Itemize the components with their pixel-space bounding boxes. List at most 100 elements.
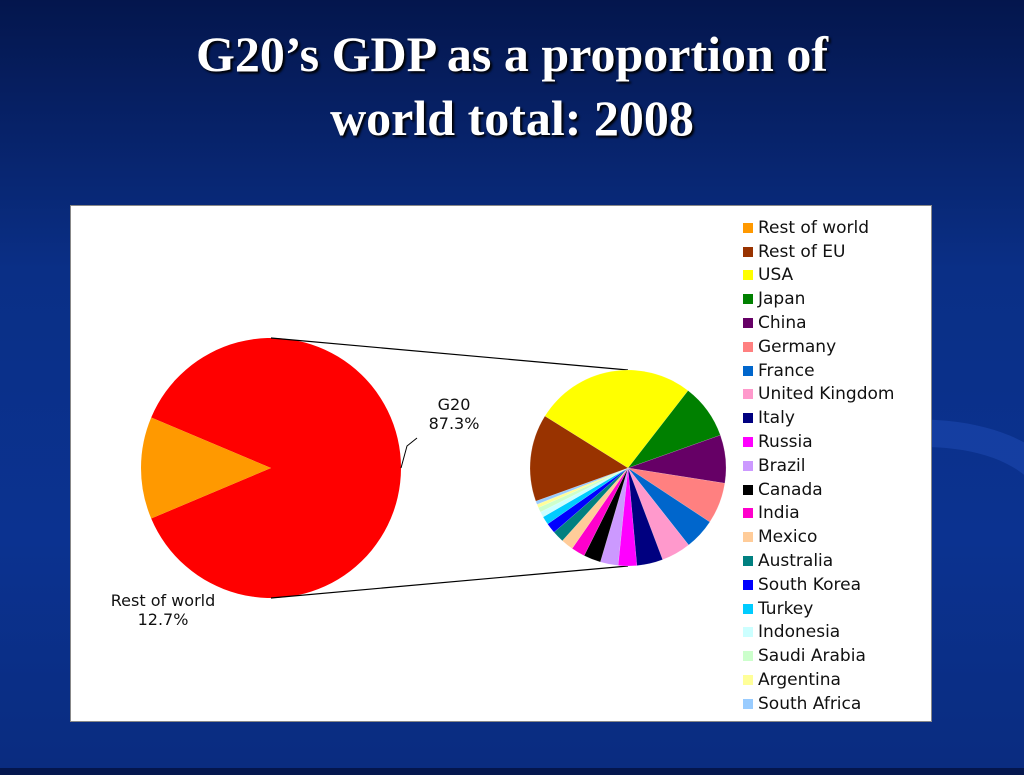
legend-label: Italy	[758, 408, 795, 429]
legend-label: Canada	[758, 479, 823, 500]
breakdown-slice-brazil	[600, 467, 629, 566]
legend-swatch	[743, 532, 753, 543]
breakdown-slice-usa	[544, 369, 689, 469]
legend-label: Saudi Arabia	[758, 646, 866, 667]
legend-swatch	[743, 222, 753, 233]
legend-item-italy: Italy	[743, 406, 928, 430]
legend-label: Rest of world	[758, 217, 870, 238]
legend-item-argentina: Argentina	[743, 668, 928, 692]
label-g20-leader	[400, 437, 418, 469]
legend-label: South Korea	[758, 574, 862, 595]
breakdown-slice-france	[627, 467, 711, 546]
legend-swatch	[743, 675, 753, 686]
main-slice-g20	[151, 338, 402, 598]
legend-swatch	[743, 651, 753, 662]
breakdown-slice-japan	[627, 390, 721, 469]
legend-item-france: France	[743, 359, 928, 383]
breakdown-pie	[529, 369, 727, 567]
legend-swatch	[743, 341, 753, 352]
legend-swatch	[743, 579, 753, 590]
legend-label: Indonesia	[758, 622, 841, 643]
legend-item-india: India	[743, 502, 928, 526]
breakdown-slice-turkey	[542, 467, 629, 525]
legend-label: South Africa	[758, 693, 862, 714]
legend-item-germany: Germany	[743, 335, 928, 359]
breakdown-slice-rest-of-eu	[529, 415, 629, 502]
breakdown-slice-germany	[627, 467, 726, 523]
connector-lines	[270, 337, 629, 599]
legend-label: Rest of EU	[758, 241, 846, 262]
legend-swatch	[743, 413, 753, 424]
breakdown-slice-indonesia	[540, 467, 629, 518]
slide-title-line-1: G20’s GDP as a proportion of	[196, 26, 828, 82]
breakdown-slice-canada	[583, 467, 629, 563]
legend-item-russia: Russia	[743, 430, 928, 454]
legend-swatch	[743, 603, 753, 614]
legend-label: Brazil	[758, 455, 806, 476]
slide-title-line-2: world total: 2008	[330, 90, 694, 146]
legend-item-rest-of-world: Rest of world	[743, 216, 928, 240]
legend-label: United Kingdom	[758, 384, 895, 405]
breakdown-slice-russia	[617, 467, 638, 567]
legend-item-brazil: Brazil	[743, 454, 928, 478]
legend-swatch	[743, 698, 753, 709]
pie-of-pie-chart: G20 87.3% Rest of world 12.7%	[111, 337, 727, 629]
legend-label: Argentina	[758, 670, 841, 691]
legend-swatch	[743, 484, 753, 495]
legend-swatch	[743, 460, 753, 471]
legend-swatch	[743, 627, 753, 638]
legend-swatch	[743, 437, 753, 448]
legend-label: Turkey	[758, 598, 814, 619]
connector-line-top	[270, 337, 629, 371]
legend-item-japan: Japan	[743, 287, 928, 311]
breakdown-slice-mexico	[561, 467, 629, 549]
legend-swatch	[743, 556, 753, 567]
breakdown-slice-saudi-arabia	[538, 467, 629, 513]
legend-swatch	[743, 294, 753, 305]
breakdown-slice-south-africa	[535, 467, 629, 505]
breakdown-slice-argentina	[536, 467, 629, 508]
legend-item-turkey: Turkey	[743, 597, 928, 621]
legend-item-south-korea: South Korea	[743, 573, 928, 597]
legend-label: China	[758, 313, 807, 334]
legend-label: France	[758, 360, 815, 381]
legend-item-mexico: Mexico	[743, 525, 928, 549]
breakdown-slice-australia	[553, 467, 629, 542]
legend-item-united-kingdom: United Kingdom	[743, 383, 928, 407]
legend-swatch	[743, 508, 753, 519]
legend-label: Germany	[758, 336, 837, 357]
chart-legend: Rest of world Rest of EU USA Japan China Germ…	[743, 216, 928, 716]
pie-labels: G20 87.3% Rest of world 12.7%	[111, 395, 480, 629]
legend-item-australia: Australia	[743, 549, 928, 573]
breakdown-slice-united-kingdom	[627, 467, 689, 561]
label-rest-of-world: Rest of world 12.7%	[111, 591, 216, 629]
legend-label: USA	[758, 265, 794, 286]
legend-label: Japan	[758, 289, 806, 310]
legend-item-saudi-arabia: Saudi Arabia	[743, 644, 928, 668]
legend-label: India	[758, 503, 800, 524]
main-pie	[141, 338, 402, 598]
legend-item-china: China	[743, 311, 928, 335]
breakdown-slice-south-korea	[547, 467, 629, 533]
breakdown-slice-italy	[627, 467, 663, 566]
legend-swatch	[743, 246, 753, 257]
legend-swatch	[743, 270, 753, 281]
legend-item-south-africa: South Africa	[743, 692, 928, 716]
chart-panel: G20 87.3% Rest of world 12.7% Rest of world…	[70, 205, 932, 722]
legend-item-usa: USA	[743, 264, 928, 288]
label-g20: G20 87.3%	[429, 395, 480, 433]
legend-swatch	[743, 365, 753, 376]
connector-line-bottom	[270, 565, 629, 599]
legend-label: Australia	[758, 551, 834, 572]
legend-item-canada: Canada	[743, 478, 928, 502]
slide-title: G20’s GDP as a proportion of world total…	[60, 22, 964, 150]
breakdown-slice-china	[627, 434, 727, 484]
legend-label: Mexico	[758, 527, 818, 548]
legend-swatch	[743, 318, 753, 329]
legend-label: Russia	[758, 432, 813, 453]
legend-item-rest-of-eu: Rest of EU	[743, 240, 928, 264]
legend-item-indonesia: Indonesia	[743, 621, 928, 645]
legend-swatch	[743, 389, 753, 400]
breakdown-slice-india	[571, 467, 629, 556]
main-slice-rest-of-world	[141, 417, 271, 519]
